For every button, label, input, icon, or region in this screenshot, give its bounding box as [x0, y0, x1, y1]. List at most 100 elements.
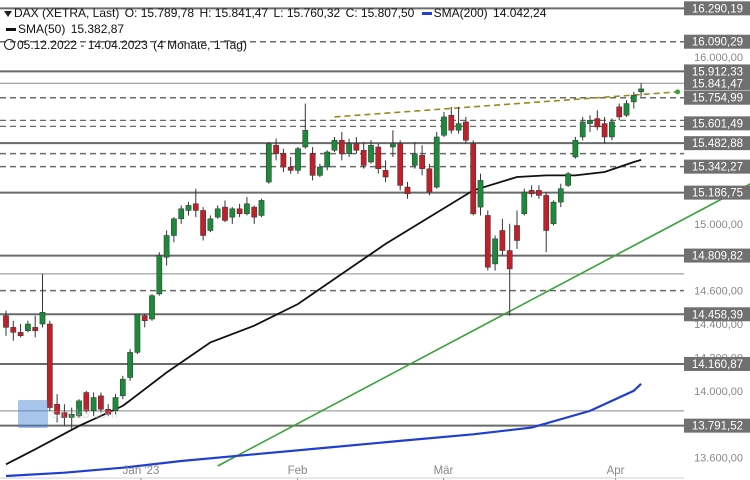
candle-body: [178, 208, 185, 220]
sma200-line: [5, 383, 642, 478]
candle-body: [54, 403, 60, 415]
candle-body: [17, 332, 24, 336]
level-label-box: [684, 76, 750, 91]
candle-body: [258, 200, 265, 216]
candle-body: [127, 352, 133, 378]
candle-body: [411, 153, 418, 166]
candle-body: [397, 143, 404, 186]
candle-body: [317, 166, 323, 176]
candle-body: [557, 188, 564, 203]
y-tick-label: 15.000,00: [694, 219, 743, 231]
candle-body: [39, 312, 46, 325]
candle-body: [463, 121, 469, 141]
level-label: 14.458,39: [692, 309, 743, 321]
candle-body: [594, 118, 601, 128]
level-label-box: [684, 34, 750, 49]
level-label-box: [684, 1, 750, 16]
candle-body: [550, 201, 557, 225]
candle-body: [222, 206, 228, 221]
candle-body: [119, 378, 126, 397]
candle-body: [426, 168, 433, 193]
sma50-swatch-icon: [6, 28, 16, 32]
y-tick-label: 13.600,00: [694, 453, 743, 465]
candle-body: [470, 143, 477, 215]
candle-body: [616, 106, 623, 118]
candle-body: [200, 210, 206, 236]
candle-body: [83, 392, 90, 412]
candle-body: [565, 173, 571, 186]
candle-body: [90, 397, 97, 412]
candle-body: [441, 116, 447, 136]
candle-body: [455, 123, 462, 131]
candle-body: [244, 203, 250, 215]
candle-body: [630, 94, 637, 103]
level-label: 15.482,88: [692, 138, 743, 150]
level-label-box: [684, 64, 750, 79]
candle-body: [280, 153, 287, 168]
candle-body: [360, 150, 367, 166]
candle-body: [601, 123, 608, 138]
level-label: 14.809,82: [692, 251, 743, 263]
candle-body: [536, 190, 542, 196]
legend-row-sma50: SMA(50) 15.382,87: [4, 22, 126, 36]
level-label: 15.912,33: [692, 66, 743, 78]
legend-row-ohlc: DAX (XETRA, Last) O: 15.789,78 H: 15.841…: [4, 6, 548, 20]
legend-open: O: 15.789,78: [124, 6, 195, 20]
candle-body: [68, 413, 75, 418]
candle-body: [528, 190, 535, 194]
candle-body: [25, 323, 31, 331]
candle-body: [448, 114, 455, 131]
candle-body: [382, 170, 389, 178]
collapse-triangle-icon[interactable]: [4, 10, 12, 17]
trend-line: [217, 183, 750, 467]
candle-body: [302, 130, 309, 148]
candle-body: [265, 143, 272, 183]
candle-body: [499, 230, 506, 251]
level-label-box: [684, 418, 750, 433]
watermark-logo-icon: [18, 400, 48, 428]
candle-body: [251, 206, 258, 218]
candle-body: [477, 180, 484, 208]
candle-body: [309, 153, 316, 176]
candle-body: [609, 121, 615, 138]
y-tick-label: 14.400,00: [694, 319, 743, 331]
legend-row-range: 05.12.2022 - 14.04.2023 (4 Monate, 1 Tag…: [4, 38, 249, 52]
legend-sma200-label: SMA(200): [433, 6, 488, 20]
candle-body: [324, 151, 331, 168]
candle-body: [338, 140, 345, 154]
candle-body: [112, 397, 119, 412]
x-tick-label: Apr: [607, 465, 625, 477]
level-label-box: [684, 248, 750, 263]
candle-body: [484, 215, 491, 268]
candle-body: [141, 315, 148, 321]
clock-icon: [4, 39, 15, 51]
candle-body: [543, 195, 550, 231]
candle-body: [3, 315, 9, 328]
legend-sma50-label: SMA(50): [18, 22, 66, 36]
candle-body: [390, 143, 396, 148]
candle-body: [623, 103, 630, 116]
watermark-text: stock3.com: [52, 406, 118, 421]
candle-body: [229, 208, 236, 218]
candle-body: [295, 148, 301, 171]
sma200-swatch-icon: [421, 12, 432, 16]
candle-body: [514, 225, 520, 241]
candle-body: [353, 143, 360, 151]
candle-body: [331, 140, 338, 151]
candle-body: [192, 203, 199, 211]
level-label-box: [684, 90, 750, 105]
legend-sma50-value: 15.382,87: [70, 22, 125, 36]
candle-body: [433, 136, 440, 188]
level-label: 13.791,52: [692, 421, 743, 433]
level-label-box: [684, 307, 750, 322]
level-label: 15.601,49: [692, 118, 743, 130]
candle-body: [105, 408, 112, 415]
candle-body: [287, 166, 294, 171]
y-tick-label: 14.000,00: [694, 386, 743, 398]
level-label: 14.160,87: [692, 359, 743, 371]
candle-body: [236, 208, 243, 215]
legend-sma200-value: 14.042,24: [493, 6, 547, 20]
candle-body: [404, 186, 411, 194]
